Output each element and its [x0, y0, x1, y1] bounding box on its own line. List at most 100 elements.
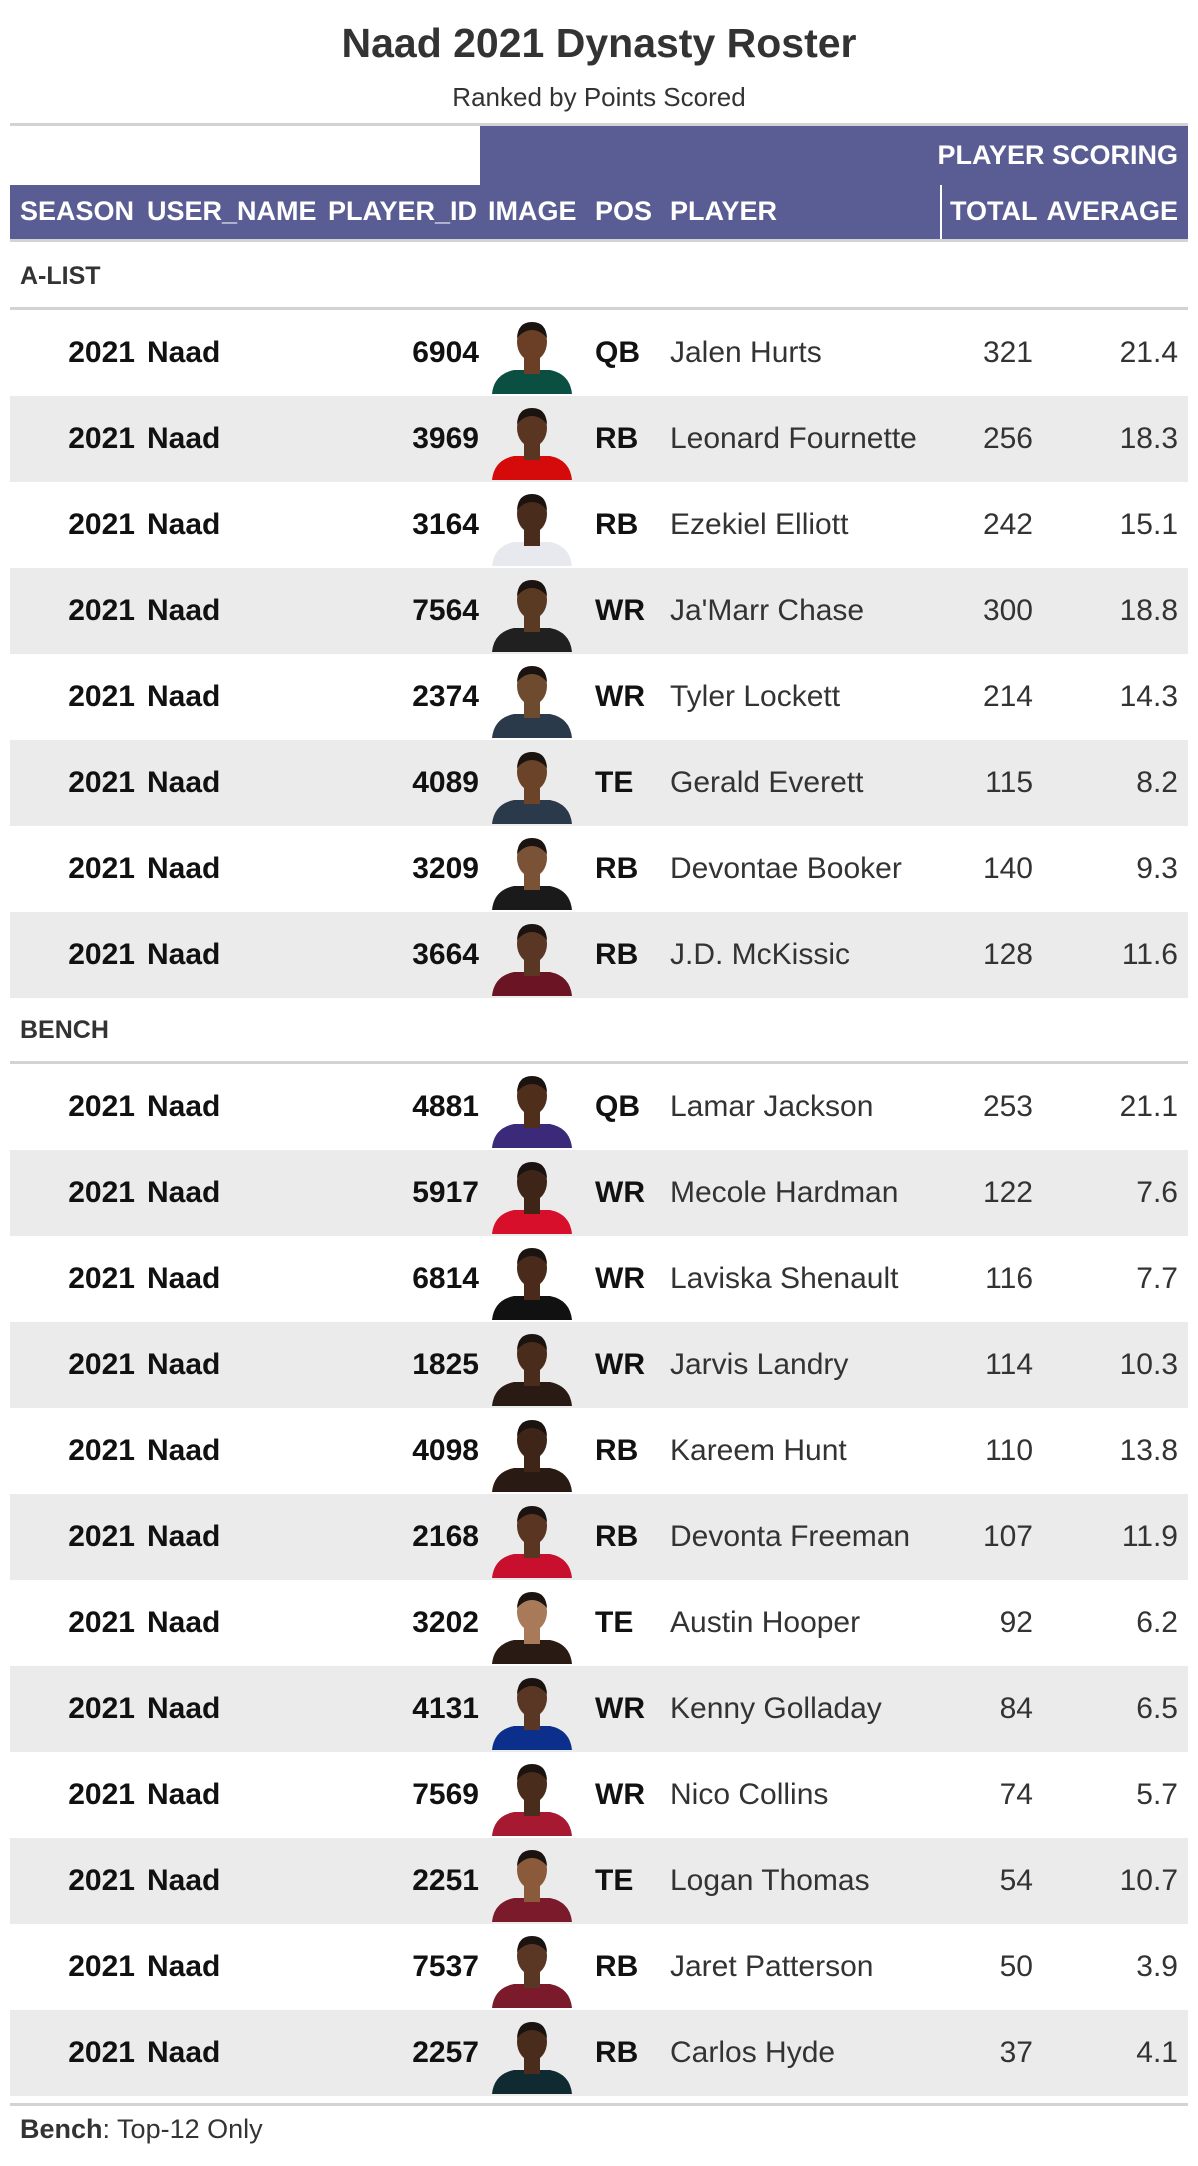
- table-row: 2021 Naad 4881 QB Lamar Jackson 253 21.1: [10, 1064, 1188, 1150]
- player-id-cell: 7569: [412, 1778, 479, 1811]
- table-row: 2021 Naad 7569 WR Nico Collins 74 5.7: [10, 1752, 1188, 1838]
- column-header-total: TOTAL: [950, 196, 1038, 226]
- table-row: 2021 Naad 2168 RB Devonta Freeman 107 11.9: [10, 1494, 1188, 1580]
- user-name-cell: Naad: [147, 1434, 221, 1467]
- player-headshot-image: [492, 580, 572, 652]
- position-cell: WR: [595, 1262, 645, 1295]
- user-name-cell: Naad: [147, 1950, 221, 1983]
- player-id-cell: 4098: [412, 1434, 479, 1467]
- table-row: 2021 Naad 6904 QB Jalen Hurts 321 21.4: [10, 310, 1188, 396]
- player-headshot-image: [492, 1248, 572, 1320]
- player-headshot-image: [492, 1936, 572, 2008]
- table-row: 2021 Naad 4098 RB Kareem Hunt 110 13.8: [10, 1408, 1188, 1494]
- user-name-cell: Naad: [147, 1262, 221, 1295]
- position-cell: QB: [595, 336, 640, 369]
- player-name-cell: Devontae Booker: [670, 852, 902, 885]
- table-row: 2021 Naad 4089 TE Gerald Everett 115 8.2: [10, 740, 1188, 826]
- average-points-cell: 21.1: [1119, 1090, 1178, 1123]
- table-row: 2021 Naad 7564 WR Ja'Marr Chase 300 18.8: [10, 568, 1188, 654]
- player-name-cell: Nico Collins: [670, 1778, 829, 1811]
- season-cell: 2021: [68, 1606, 135, 1639]
- user-name-cell: Naad: [147, 594, 221, 627]
- page-subtitle: Ranked by Points Scored: [452, 82, 746, 112]
- total-points-cell: 107: [982, 1520, 1033, 1553]
- user-name-cell: Naad: [147, 1090, 221, 1123]
- player-id-cell: 3664: [412, 938, 479, 971]
- user-name-cell: Naad: [147, 1606, 221, 1639]
- header-bottom-rule: [10, 239, 1188, 242]
- average-points-cell: 4.1: [1136, 2036, 1178, 2069]
- table-row: 2021 Naad 2374 WR Tyler Lockett 214 14.3: [10, 654, 1188, 740]
- player-name-cell: Gerald Everett: [670, 766, 864, 799]
- season-cell: 2021: [68, 2036, 135, 2069]
- player-name-cell: Austin Hooper: [670, 1606, 861, 1639]
- player-headshot-image: [492, 408, 572, 480]
- position-cell: RB: [595, 2036, 639, 2069]
- season-cell: 2021: [68, 422, 135, 455]
- group-rule: [10, 1061, 1188, 1064]
- average-points-cell: 11.9: [1121, 1520, 1178, 1553]
- player-id-cell: 3969: [412, 422, 479, 455]
- position-cell: RB: [595, 508, 639, 541]
- player-id-cell: 1825: [412, 1348, 479, 1381]
- table-row: 2021 Naad 3209 RB Devontae Booker 140 9.3: [10, 826, 1188, 912]
- column-header-season: SEASON: [20, 196, 135, 226]
- average-points-cell: 10.3: [1119, 1348, 1178, 1381]
- group-label: BENCH: [20, 1016, 109, 1044]
- table-row: 2021 Naad 3164 RB Ezekiel Elliott 242 15.1: [10, 482, 1188, 568]
- player-name-cell: Lamar Jackson: [670, 1090, 874, 1123]
- user-name-cell: Naad: [147, 766, 221, 799]
- average-points-cell: 18.8: [1119, 594, 1178, 627]
- player-headshot-image: [492, 666, 572, 738]
- position-cell: RB: [595, 1950, 639, 1983]
- player-headshot-image: [492, 1678, 572, 1750]
- user-name-cell: Naad: [147, 1864, 221, 1897]
- total-points-cell: 140: [982, 852, 1033, 885]
- column-header-row: SEASON USER_NAME PLAYER_ID IMAGE POS PLA…: [10, 185, 1188, 239]
- player-id-cell: 2251: [412, 1864, 479, 1897]
- player-id-cell: 6904: [412, 336, 479, 369]
- player-id-cell: 2257: [412, 2036, 479, 2069]
- average-points-cell: 9.3: [1136, 852, 1178, 885]
- average-points-cell: 18.3: [1119, 422, 1178, 455]
- average-points-cell: 14.3: [1119, 680, 1178, 713]
- player-headshot-image: [492, 1506, 572, 1578]
- total-points-cell: 253: [982, 1090, 1033, 1123]
- player-name-cell: Laviska Shenault: [670, 1262, 899, 1295]
- table-row: 2021 Naad 5917 WR Mecole Hardman 122 7.6: [10, 1150, 1188, 1236]
- position-cell: RB: [595, 1434, 639, 1467]
- player-name-cell: Kareem Hunt: [670, 1434, 847, 1467]
- player-name-cell: Jaret Patterson: [670, 1950, 874, 1983]
- player-id-cell: 7564: [412, 594, 479, 627]
- user-name-cell: Naad: [147, 1348, 221, 1381]
- table-row: 2021 Naad 7537 RB Jaret Patterson 50 3.9: [10, 1924, 1188, 2010]
- total-points-cell: 92: [999, 1606, 1033, 1639]
- player-id-cell: 4881: [412, 1090, 479, 1123]
- total-points-cell: 50: [999, 1950, 1033, 1983]
- total-points-cell: 214: [982, 680, 1033, 713]
- average-points-cell: 7.6: [1136, 1176, 1178, 1209]
- average-points-cell: 10.7: [1119, 1864, 1178, 1897]
- column-header-average: AVERAGE: [1046, 196, 1178, 226]
- user-name-cell: Naad: [147, 422, 221, 455]
- season-cell: 2021: [68, 1950, 135, 1983]
- player-id-cell: 3164: [412, 508, 479, 541]
- group-rule: [10, 307, 1188, 310]
- season-cell: 2021: [68, 1262, 135, 1295]
- player-id-cell: 4089: [412, 766, 479, 799]
- player-name-cell: Ja'Marr Chase: [670, 594, 865, 627]
- season-cell: 2021: [68, 680, 135, 713]
- position-cell: TE: [595, 1864, 634, 1897]
- player-headshot-image: [492, 1334, 572, 1406]
- player-headshot-image: [492, 838, 572, 910]
- average-points-cell: 3.9: [1136, 1950, 1178, 1983]
- position-cell: RB: [595, 422, 639, 455]
- season-cell: 2021: [68, 594, 135, 627]
- average-points-cell: 6.2: [1136, 1606, 1178, 1639]
- user-name-cell: Naad: [147, 1692, 221, 1725]
- total-points-cell: 242: [982, 508, 1033, 541]
- season-cell: 2021: [68, 1090, 135, 1123]
- page-title: Naad 2021 Dynasty Roster: [341, 20, 857, 66]
- footnote: Bench: Top-12 Only: [20, 2114, 263, 2145]
